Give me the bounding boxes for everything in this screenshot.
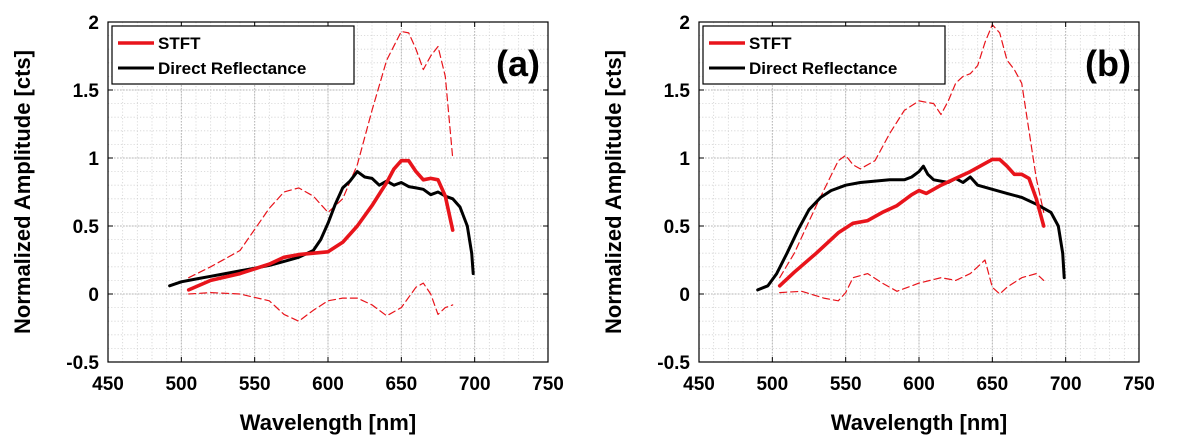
x-tick-label: 550: [830, 374, 862, 395]
y-tick-label: 0: [679, 285, 690, 306]
y-tick-label: -0.5: [66, 353, 99, 374]
series-group: [756, 24, 1066, 302]
panel-label: (b): [1085, 43, 1131, 84]
y-axis-label: Normalized Amplitude [cts]: [601, 50, 626, 334]
x-tick-label: 500: [756, 374, 788, 395]
x-tick-label: 450: [92, 374, 124, 395]
legend-label: STFT: [158, 34, 201, 53]
x-tick-label: 500: [165, 374, 197, 395]
legend-box: [111, 25, 355, 85]
stft-upper-bound-line: [188, 30, 454, 279]
chart-panel-b: 450 500 550 600 650 700 750 -0.5 0 0.5 1 1.5 2 Wavele…: [591, 0, 1182, 440]
x-tick-label: 650: [976, 374, 1008, 395]
x-tick-label: 700: [1050, 374, 1082, 395]
y-tick-label: 0: [88, 285, 99, 306]
series-group: [168, 30, 475, 322]
legend-label: Direct Reflectance: [158, 59, 306, 78]
legend-label: Direct Reflectance: [749, 59, 897, 78]
legend: STFT Direct Reflectance: [111, 25, 355, 85]
y-tick-label: 0.5: [73, 217, 100, 238]
x-tick-label: 650: [385, 374, 417, 395]
legend-label: STFT: [749, 34, 792, 53]
y-tick-label: 2: [679, 13, 690, 34]
stft-line: [186, 158, 455, 292]
chart-panel-a: 450 500 550 600 650 700 750 -0.5 0 0.5 1 1.5 2 Wavele…: [0, 0, 591, 440]
y-tick-label: 0.5: [664, 217, 691, 238]
direct-reflectance-line: [756, 164, 1066, 292]
panel-label: (a): [496, 43, 540, 84]
x-tick-label: 550: [239, 374, 271, 395]
x-tick-label: 750: [532, 374, 564, 395]
y-tick-label: 1.5: [73, 81, 100, 102]
y-tick-label: 1: [679, 149, 690, 170]
y-tick-label: 1.5: [664, 81, 691, 102]
direct-reflectance-line: [168, 170, 475, 288]
x-tick-label: 450: [683, 374, 715, 395]
legend: STFT Direct Reflectance: [702, 25, 946, 85]
chart-svg: 450 500 550 600 650 700 750 -0.5 0 0.5 1 1.5 2 Wavele…: [601, 13, 1155, 435]
y-tick-label: 1: [88, 149, 99, 170]
stft-upper-bound-line: [779, 24, 1045, 279]
legend-box: [702, 25, 946, 85]
stft-lower-bound-line: [188, 282, 454, 322]
chart-svg: 450 500 550 600 650 700 750 -0.5 0 0.5 1 1.5 2 Wavele…: [10, 13, 564, 435]
x-axis-label: Wavelength [nm]: [831, 410, 1007, 435]
x-tick-label: 750: [1123, 374, 1155, 395]
stft-lower-bound-line: [779, 259, 1045, 302]
y-tick-label: 2: [88, 13, 99, 34]
y-axis-label: Normalized Amplitude [cts]: [10, 50, 35, 334]
stft-line: [777, 157, 1046, 288]
x-tick-label: 700: [459, 374, 491, 395]
x-axis-label: Wavelength [nm]: [240, 410, 416, 435]
x-tick-label: 600: [903, 374, 935, 395]
y-tick-label: -0.5: [657, 353, 690, 374]
x-tick-label: 600: [312, 374, 344, 395]
